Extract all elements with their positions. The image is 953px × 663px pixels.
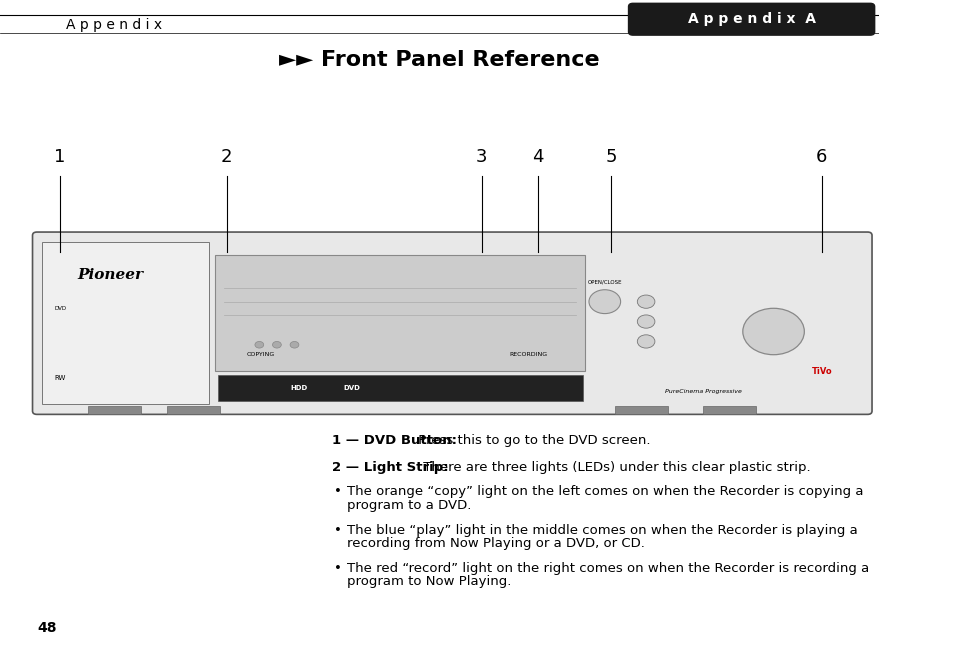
- FancyBboxPatch shape: [42, 242, 209, 404]
- Text: The red “record” light on the right comes on when the Recorder is recording a: The red “record” light on the right come…: [347, 562, 868, 575]
- Text: DVD: DVD: [54, 306, 67, 311]
- Text: •: •: [334, 562, 341, 575]
- Circle shape: [588, 290, 620, 314]
- Bar: [215, 255, 584, 371]
- Bar: [702, 406, 755, 414]
- Text: recording from Now Playing or a DVD, or CD.: recording from Now Playing or a DVD, or …: [347, 537, 644, 550]
- Text: 2 — Light Strip:: 2 — Light Strip:: [332, 461, 449, 474]
- Text: The blue “play” light in the middle comes on when the Recorder is playing a: The blue “play” light in the middle come…: [347, 524, 857, 537]
- Text: HDD: HDD: [290, 385, 307, 391]
- Text: The orange “copy” light on the left comes on when the Recorder is copying a: The orange “copy” light on the left come…: [347, 485, 862, 499]
- Bar: [88, 406, 140, 414]
- Bar: [167, 406, 219, 414]
- Text: RECORDING: RECORDING: [509, 352, 547, 357]
- Text: OPEN/CLOSE: OPEN/CLOSE: [587, 279, 621, 284]
- Circle shape: [637, 335, 654, 348]
- FancyBboxPatch shape: [628, 3, 874, 35]
- Text: •: •: [334, 524, 341, 537]
- FancyBboxPatch shape: [32, 232, 871, 414]
- Circle shape: [290, 341, 298, 348]
- Bar: [615, 406, 667, 414]
- Text: 1: 1: [54, 148, 66, 166]
- Circle shape: [742, 308, 803, 355]
- Text: program to a DVD.: program to a DVD.: [347, 499, 471, 512]
- Text: 48: 48: [37, 621, 56, 635]
- Bar: [218, 375, 582, 401]
- Text: 6: 6: [816, 148, 827, 166]
- Circle shape: [254, 341, 263, 348]
- Text: A p p e n d i x  A: A p p e n d i x A: [687, 12, 815, 27]
- Text: ►► Front Panel Reference: ►► Front Panel Reference: [279, 50, 599, 70]
- Text: Press this to go to the DVD screen.: Press this to go to the DVD screen.: [414, 434, 650, 448]
- Text: A p p e n d i x: A p p e n d i x: [66, 17, 162, 32]
- Text: RW: RW: [54, 375, 66, 381]
- Text: Pioneer: Pioneer: [77, 268, 143, 282]
- Text: 4: 4: [532, 148, 543, 166]
- Text: PureCinema Progressive: PureCinema Progressive: [664, 389, 740, 394]
- Text: 5: 5: [604, 148, 616, 166]
- Text: COPYING: COPYING: [246, 352, 274, 357]
- Text: 1 — DVD Button:: 1 — DVD Button:: [332, 434, 456, 448]
- Text: 3: 3: [476, 148, 487, 166]
- Circle shape: [637, 295, 654, 308]
- Circle shape: [273, 341, 281, 348]
- Text: There are three lights (LEDs) under this clear plastic strip.: There are three lights (LEDs) under this…: [419, 461, 810, 474]
- Text: DVD: DVD: [343, 385, 359, 391]
- Text: program to Now Playing.: program to Now Playing.: [347, 575, 511, 589]
- Text: 2: 2: [221, 148, 233, 166]
- Text: •: •: [334, 485, 341, 499]
- Text: TiVo: TiVo: [811, 367, 831, 376]
- Circle shape: [637, 315, 654, 328]
